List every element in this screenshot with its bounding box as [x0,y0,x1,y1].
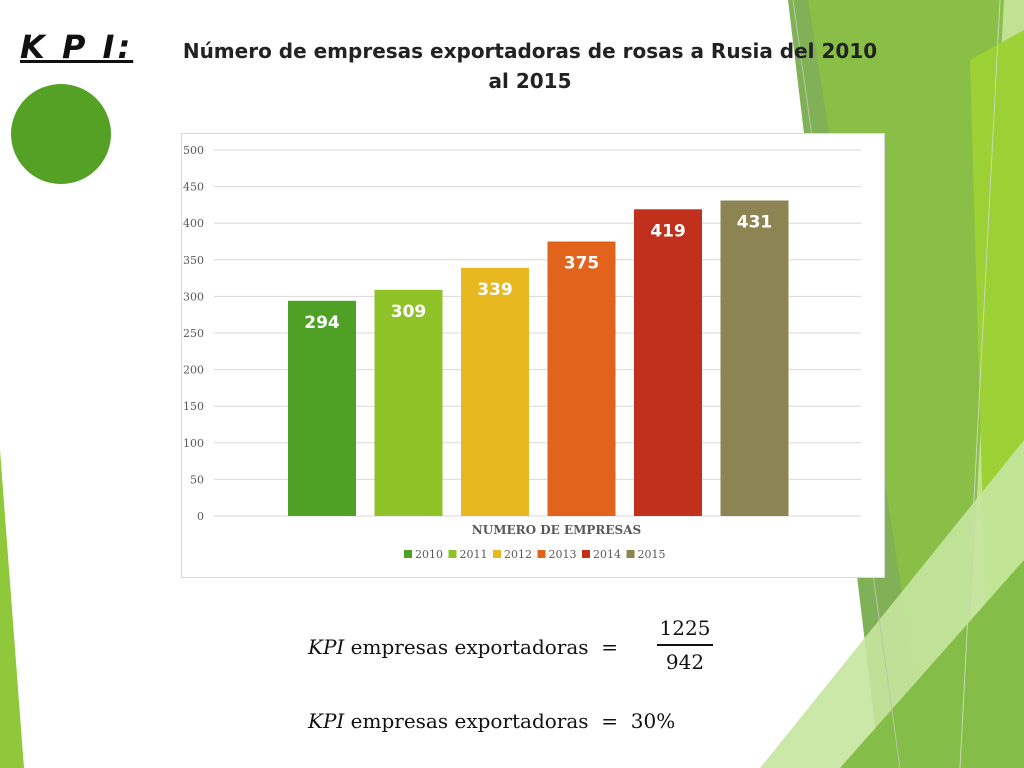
data-label-2010: 294 [304,313,340,333]
y-tick-label: 0 [197,510,204,523]
y-tick-label: 250 [183,327,204,340]
fraction-numerator: 1225 [659,616,711,640]
legend-swatch-2011 [448,550,457,558]
y-tick-label: 150 [183,400,204,413]
formula-text: empresas exportadoras [350,635,589,659]
legend-swatch-2012 [493,550,501,558]
legend-label-2015: 2015 [638,548,666,561]
bar-2010 [288,300,356,516]
bar-2013 [547,241,616,516]
bar-2011 [374,289,443,516]
y-tick-label: 400 [183,217,204,230]
kpi-symbol: KPI [308,709,345,733]
legend-label-2011: 2011 [460,548,488,561]
legend-label-2014: 2014 [593,548,621,561]
y-tick-label: 50 [190,473,204,486]
green-circle [11,84,111,184]
data-label-2015: 431 [737,213,773,233]
kpi-symbol: KPI [308,635,345,659]
legend-label-2010: 2010 [415,548,443,561]
fraction-bar [657,644,713,646]
data-label-2011: 309 [391,302,427,322]
data-label-2012: 339 [477,280,513,300]
y-tick-label: 350 [183,254,204,267]
formula-text: empresas exportadoras [350,709,589,733]
bar-chart: 0 50 100 150 200 250 300 350 400 450 500 294 309 339 3… [183,144,861,561]
x-axis-label: NUMERO DE EMPRESAS [472,523,641,537]
legend-swatch-2010 [404,550,412,558]
deco-triangle-bottom-2 [840,560,1024,768]
legend-label-2013: 2013 [549,548,577,561]
equals-sign: = [594,635,619,659]
bar-2014 [634,209,702,516]
kpi-formula-result: KPI empresas exportadoras = 30% [308,709,675,733]
data-label-2013: 375 [564,254,600,274]
data-label-2014: 419 [650,221,686,241]
chart-container: 0 50 100 150 200 250 300 350 400 450 500 294 309 339 3… [181,133,885,578]
legend-swatch-2013 [537,550,546,558]
y-tick-label: 100 [183,437,204,450]
deco-line-2 [959,0,1001,768]
legend-swatch-2015 [626,550,635,558]
legend-swatch-2014 [582,550,590,558]
y-tick-label: 450 [183,181,204,194]
y-tick-label: 500 [183,144,204,157]
kpi-formula-fraction: KPI empresas exportadoras = [308,635,618,659]
fraction: 1225 942 [657,615,713,675]
y-tick-label: 200 [183,364,204,377]
equals-sign: = [594,709,625,733]
deco-stripe-left [0,450,24,768]
kpi-label: K P I: [20,28,134,66]
kpi-result: 30% [630,709,676,733]
slide-title: Número de empresas exportadoras de rosas… [182,39,878,93]
fraction-denominator: 942 [665,650,705,674]
legend-label-2012: 2012 [504,548,532,561]
y-tick-label: 300 [183,290,204,303]
bar-2015 [720,200,789,516]
bar-2012 [461,267,529,516]
